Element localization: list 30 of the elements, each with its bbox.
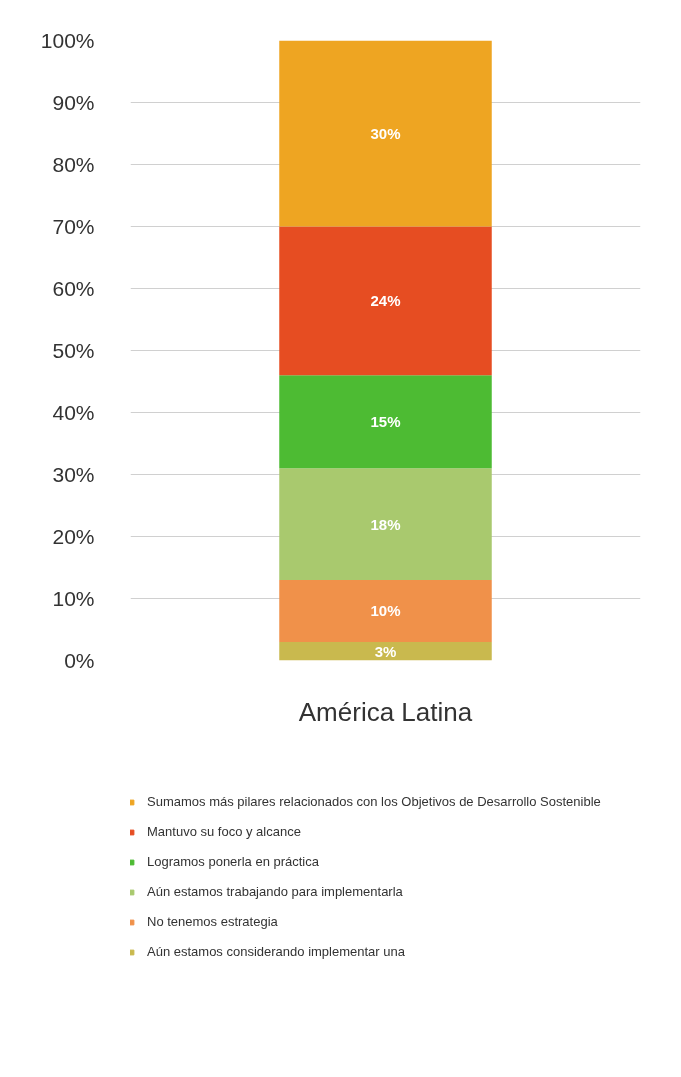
bar (279, 641, 492, 661)
legend-label: Aún estamos trabajando para implementarla (147, 884, 403, 899)
bar (279, 226, 492, 376)
y-tick-label: 100% (40, 29, 95, 52)
y-tick-label: 90% (52, 91, 95, 114)
bar (279, 468, 492, 580)
legend-label: No tenemos estrategia (147, 914, 278, 929)
y-tick-label: 80% (52, 153, 95, 176)
legend-label: Logramos ponerla en práctica (147, 854, 319, 869)
data-label: 24% (370, 292, 401, 310)
data-label: 3% (374, 642, 397, 660)
y-tick-label: 10% (52, 587, 95, 610)
y-tick-label: 60% (52, 277, 95, 300)
x-tick-label: América Latina (298, 696, 473, 727)
bar (279, 375, 492, 469)
data-label: 10% (370, 602, 401, 620)
legend-label: Mantuvo su foco y alcance (147, 824, 301, 839)
y-tick-label: 40% (52, 401, 95, 424)
y-tick-label: 50% (52, 339, 95, 362)
y-tick-label: 20% (52, 525, 95, 548)
data-label: 30% (370, 125, 401, 142)
y-tick-label: 70% (52, 215, 95, 238)
y-tick-label: 0% (64, 649, 95, 672)
legend-label: Sumamos más pilares relacionados con los Objetivos de Desarrollo Sostenible (147, 794, 601, 809)
y-tick-label: 30% (52, 463, 95, 486)
data-label: 15% (370, 413, 401, 431)
legend-label: Aún estamos considerando implementar una (147, 944, 405, 959)
data-label: 18% (370, 515, 401, 533)
bar (279, 40, 492, 227)
bar (279, 579, 492, 642)
